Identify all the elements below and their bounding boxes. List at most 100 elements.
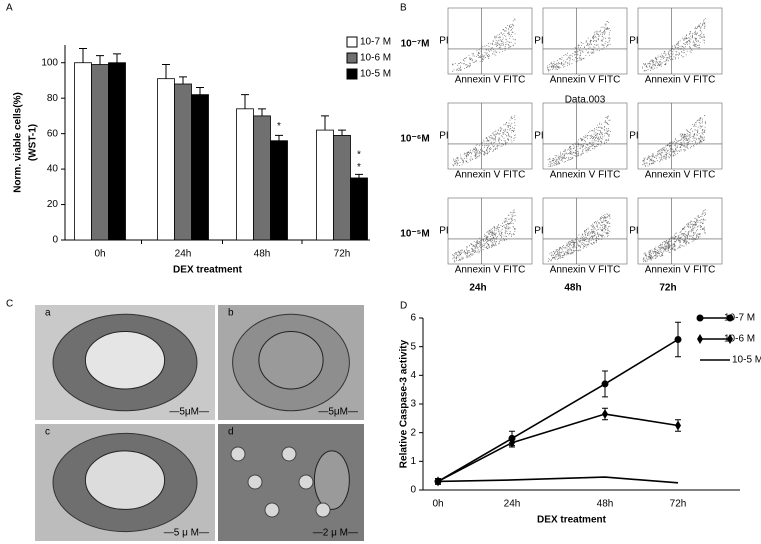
legend-swatch bbox=[346, 52, 358, 64]
axis-title: PI bbox=[439, 36, 448, 47]
x-tick-label: 24h bbox=[504, 499, 521, 510]
bar bbox=[253, 115, 271, 241]
y-axis-label: Relative Caspase-3 activity bbox=[399, 339, 410, 468]
point bbox=[674, 336, 682, 343]
legend-label: 10-6 M bbox=[724, 334, 755, 345]
row-label: 10⁻⁵M bbox=[400, 229, 429, 240]
bar bbox=[333, 135, 351, 241]
line bbox=[437, 476, 679, 484]
y-tick-label: 0 bbox=[410, 485, 416, 496]
error-bar bbox=[275, 134, 283, 141]
x-axis-label: DEX treatment bbox=[173, 265, 243, 276]
column-label: 48h bbox=[564, 283, 581, 294]
vesicle bbox=[298, 474, 314, 490]
bar bbox=[191, 94, 209, 241]
bar bbox=[236, 108, 254, 241]
cytometry-dots bbox=[452, 18, 516, 72]
nucleus bbox=[84, 450, 166, 510]
image-label: c bbox=[45, 427, 50, 438]
y-tick-label: 4 bbox=[410, 370, 416, 381]
bar bbox=[74, 62, 92, 241]
cytometry-plot bbox=[447, 7, 533, 75]
error-bar bbox=[258, 108, 266, 116]
cytometry-plot bbox=[447, 102, 533, 170]
row-label: 10⁻⁷M bbox=[401, 39, 430, 50]
legend-swatch bbox=[346, 36, 358, 48]
vesicle bbox=[230, 446, 246, 462]
point bbox=[601, 380, 609, 388]
x-tick-label: 48h bbox=[254, 249, 271, 260]
axis-title: PI bbox=[534, 36, 543, 47]
error-bar bbox=[355, 173, 363, 178]
cytometry-dots bbox=[452, 209, 516, 263]
error-bar bbox=[179, 76, 187, 84]
axis-title: PI bbox=[534, 131, 543, 142]
x-tick-label: 48h bbox=[597, 499, 614, 510]
x-axis-label: DEX treatment bbox=[537, 515, 607, 526]
annotation: * bbox=[357, 150, 361, 161]
axis-title: Annexin V FITC bbox=[455, 170, 526, 181]
legend-marker bbox=[726, 314, 734, 322]
legend-marker bbox=[727, 334, 733, 344]
annotation: * bbox=[277, 121, 281, 132]
axis-title: PI bbox=[629, 36, 638, 47]
cytometry-plot bbox=[637, 102, 723, 170]
nucleus bbox=[84, 330, 166, 390]
column-label: 72h bbox=[659, 283, 676, 294]
legend-marker bbox=[696, 314, 704, 322]
y-tick-label: 0 bbox=[52, 235, 58, 246]
nucleus bbox=[313, 450, 350, 510]
bar bbox=[108, 62, 126, 241]
scale-bar: —2 μ M— bbox=[313, 528, 358, 539]
error-bar bbox=[241, 94, 249, 109]
vesicle bbox=[315, 502, 331, 518]
image-label: a bbox=[45, 308, 51, 319]
cytometry-dots bbox=[547, 115, 611, 168]
axis-title: Annexin V FITC bbox=[550, 265, 621, 276]
bar bbox=[91, 64, 109, 241]
cytometry-plot bbox=[542, 102, 628, 170]
legend-label: 10-7 M bbox=[360, 37, 391, 48]
scale-bar: —5μM— bbox=[169, 407, 209, 418]
image-label: b bbox=[228, 308, 234, 319]
bar bbox=[316, 129, 334, 241]
y-tick-label: 100 bbox=[41, 57, 58, 68]
x-tick-label: 24h bbox=[175, 249, 192, 260]
cytometry-dots bbox=[452, 115, 516, 167]
axis-title: PI bbox=[629, 131, 638, 142]
panel-label: D bbox=[400, 301, 407, 312]
cytometry-dots bbox=[547, 213, 611, 262]
scale-bar: —5 μ M— bbox=[164, 528, 209, 539]
legend-label: 10-5 M bbox=[360, 69, 391, 80]
line bbox=[437, 413, 679, 483]
axis-title: PI bbox=[629, 226, 638, 237]
vesicle bbox=[264, 502, 280, 518]
inset-title: Data.003 bbox=[565, 95, 606, 106]
y-axis-label: Norm. viable cells(%) bbox=[13, 92, 24, 193]
x-tick-label: 0h bbox=[432, 499, 443, 510]
legend-label: 10-7 M bbox=[724, 313, 755, 324]
x-tick-label: 72h bbox=[670, 499, 687, 510]
axis-title: Annexin V FITC bbox=[645, 170, 716, 181]
legend-label: 10-5 M bbox=[732, 355, 761, 366]
vesicle bbox=[247, 474, 263, 490]
error-bar bbox=[79, 48, 87, 63]
legend-swatch bbox=[346, 68, 358, 80]
legend-label: 10-6 M bbox=[360, 53, 391, 64]
cytometry-plot bbox=[637, 197, 723, 265]
axis-title: PI bbox=[439, 226, 448, 237]
y-tick-label: 6 bbox=[410, 313, 416, 324]
y-tick-label: 3 bbox=[410, 399, 416, 410]
annotation: * bbox=[357, 162, 361, 173]
point bbox=[509, 437, 515, 448]
y-tick-label: 5 bbox=[410, 341, 416, 352]
error-bar bbox=[338, 129, 346, 136]
y-axis-label: (WST-1) bbox=[28, 124, 39, 161]
scale-bar: —5μM— bbox=[318, 407, 358, 418]
bar bbox=[270, 140, 288, 241]
panel-label: B bbox=[400, 3, 407, 14]
axis-title: PI bbox=[534, 226, 543, 237]
bar bbox=[174, 83, 192, 241]
axis-title: Annexin V FITC bbox=[455, 75, 526, 86]
axis-title: PI bbox=[439, 131, 448, 142]
